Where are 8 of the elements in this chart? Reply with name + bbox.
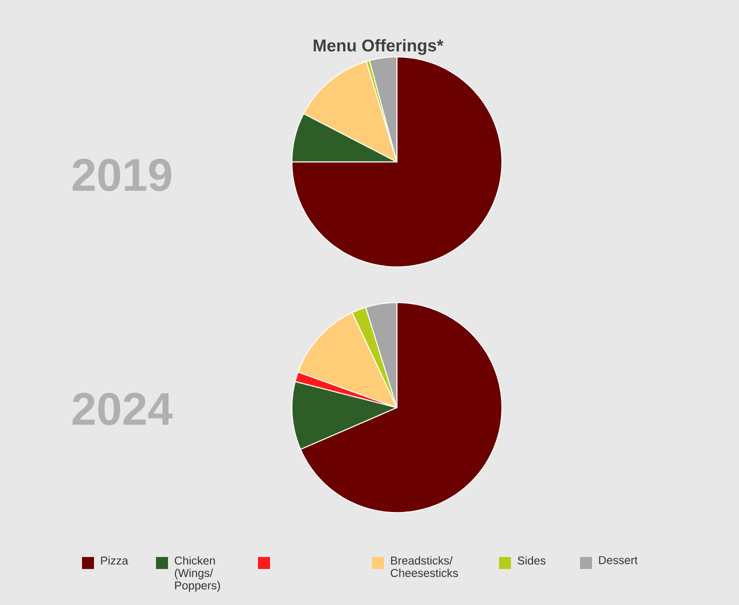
slice-label: 2024: [72, 392, 173, 426]
slice-label: 2019: [72, 158, 172, 192]
legend-label: Breadsticks/ Cheesesticks: [390, 556, 458, 578]
legend-label: Sides: [518, 556, 546, 565]
legend-label: Chicken (Wings/ Poppers): [174, 556, 220, 592]
legend-label: Dessert: [599, 556, 638, 564]
legend-label: Pizza: [101, 556, 128, 565]
chart-title: Menu Offerings*: [314, 39, 444, 55]
